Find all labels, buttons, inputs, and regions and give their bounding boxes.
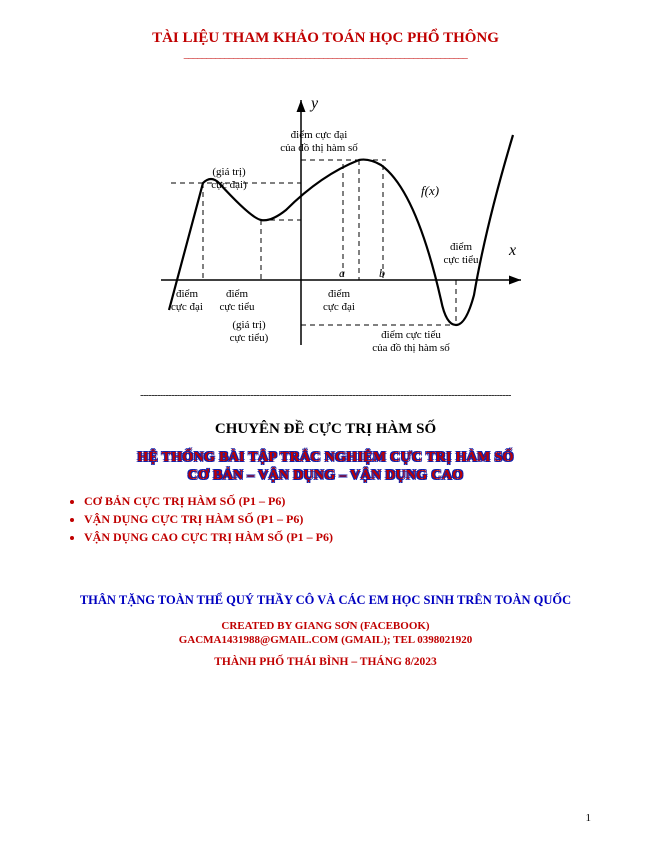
svg-text:cực đại: cực đại: [323, 301, 355, 313]
svg-text:b: b: [379, 266, 385, 280]
section-title: CHUYÊN ĐỀ CỰC TRỊ HÀM SỐ: [60, 421, 591, 438]
svg-text:y: y: [309, 95, 319, 112]
svg-text:a: a: [339, 266, 345, 280]
svg-text:(giá trị): (giá trị): [232, 319, 266, 331]
page-number: 1: [586, 812, 592, 824]
svg-text:điểm: điểm: [176, 288, 198, 300]
outline-title-line1: HỆ THỐNG BÀI TẬP TRẮC NGHIỆM CỰC TRỊ HÀM…: [60, 450, 591, 466]
bullet-list: CƠ BẢN CỰC TRỊ HÀM SỐ (P1 – P6) VẬN DỤNG…: [84, 494, 591, 545]
svg-text:cực đại): cực đại): [211, 179, 247, 191]
svg-text:điểm: điểm: [328, 288, 350, 300]
svg-text:điểm cực đại: điểm cực đại: [290, 129, 347, 141]
bullet-item: CƠ BẢN CỰC TRỊ HÀM SỐ (P1 – P6): [84, 494, 591, 509]
credit-line1: CREATED BY GIANG SƠN (FACEBOOK): [60, 620, 591, 632]
dedication: THÂN TẶNG TOÀN THỂ QUÝ THẦY CÔ VÀ CÁC EM…: [60, 593, 591, 608]
city-line: THÀNH PHỐ THÁI BÌNH – THÁNG 8/2023: [60, 656, 591, 668]
svg-text:cực đại: cực đại: [171, 301, 203, 313]
svg-text:x: x: [508, 242, 516, 259]
outline-title-line2: CƠ BẢN – VẬN DỤNG – VẬN DỤNG CAO: [60, 468, 591, 484]
svg-text:điểm cực tiểu: điểm cực tiểu: [381, 329, 441, 341]
function-graph: yx(giá trị)cực đại)điểm cực đạicủa đồ th…: [111, 80, 541, 370]
bullet-item: VẬN DỤNG CỰC TRỊ HÀM SỐ (P1 – P6): [84, 512, 591, 527]
header-underline: ________________________________________…: [60, 49, 591, 60]
svg-text:cực tiểu: cực tiểu: [219, 301, 254, 313]
credit-line2: GACMA1431988@GMAIL.COM (GMAIL); TEL 0398…: [60, 634, 591, 646]
svg-text:f(x): f(x): [421, 183, 439, 198]
bullet-item: VẬN DỤNG CAO CỰC TRỊ HÀM SỐ (P1 – P6): [84, 530, 591, 545]
svg-text:của đồ thị hàm số: của đồ thị hàm số: [280, 142, 358, 154]
header-title: TÀI LIỆU THAM KHẢO TOÁN HỌC PHỔ THÔNG: [60, 30, 591, 47]
svg-text:(giá trị): (giá trị): [212, 166, 246, 178]
svg-text:của đồ thị hàm số: của đồ thị hàm số: [372, 342, 450, 354]
separator-line: ----------------------------------------…: [60, 390, 591, 401]
svg-text:điểm: điểm: [226, 288, 248, 300]
svg-text:điểm: điểm: [450, 241, 472, 253]
svg-text:cực tiểu: cực tiểu: [443, 254, 478, 266]
svg-text:cực tiểu): cực tiểu): [229, 332, 268, 344]
